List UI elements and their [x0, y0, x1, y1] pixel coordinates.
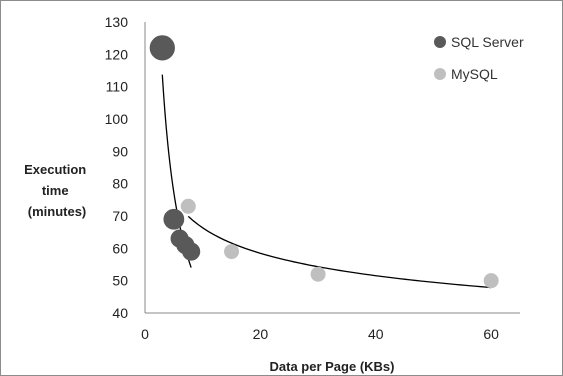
y-tick-label: 60 — [112, 240, 128, 256]
x-tick-label: 20 — [253, 326, 269, 342]
bubble-sql-server — [182, 242, 201, 261]
y-tick-label: 110 — [106, 79, 129, 95]
axes — [144, 22, 520, 314]
y-tick-label: 80 — [112, 176, 128, 192]
bubble-mysql — [483, 273, 499, 289]
legend-label-sql-server: SQL Server — [451, 34, 524, 50]
legend-item-sql-server: SQL Server — [434, 34, 524, 50]
x-tick-label: 60 — [483, 326, 499, 342]
x-tick-labels: 0 20 40 60 — [141, 326, 499, 342]
y-tick-label: 50 — [112, 273, 128, 289]
y-tick-label: 120 — [105, 46, 129, 62]
y-axis-title-line-1: Execution — [24, 162, 86, 177]
x-tick-label: 0 — [141, 326, 149, 342]
y-axis-title-line-2: time — [42, 183, 69, 198]
legend-label-mysql: MySQL — [451, 66, 498, 82]
y-tick-labels: 40 50 60 70 80 90 100 110 120 130 — [105, 14, 129, 321]
x-axis-title: Data per Page (KBs) — [270, 359, 395, 374]
bubble-mysql — [224, 244, 240, 260]
legend: SQL Server MySQL — [434, 34, 524, 82]
bubbles — [149, 35, 499, 289]
bubble-sql-server — [163, 208, 185, 230]
bubble-mysql — [180, 198, 196, 214]
y-tick-label: 70 — [112, 208, 128, 224]
legend-marker-mysql — [434, 68, 446, 80]
legend-item-mysql: MySQL — [434, 66, 498, 82]
trendlines — [161, 74, 492, 289]
y-tick-label: 90 — [112, 143, 128, 159]
y-axis-title-line-3: (minutes) — [28, 204, 87, 219]
legend-marker-sql-server — [434, 36, 446, 48]
trendline-mysql — [187, 215, 492, 289]
y-tick-label: 40 — [112, 305, 128, 321]
y-axis-title: Execution time (minutes) — [24, 162, 90, 219]
x-tick-label: 40 — [368, 326, 384, 342]
y-tick-label: 100 — [105, 111, 129, 127]
y-tick-label: 130 — [105, 14, 129, 30]
bubble-mysql — [310, 266, 326, 282]
bubble-sql-server — [149, 35, 175, 61]
